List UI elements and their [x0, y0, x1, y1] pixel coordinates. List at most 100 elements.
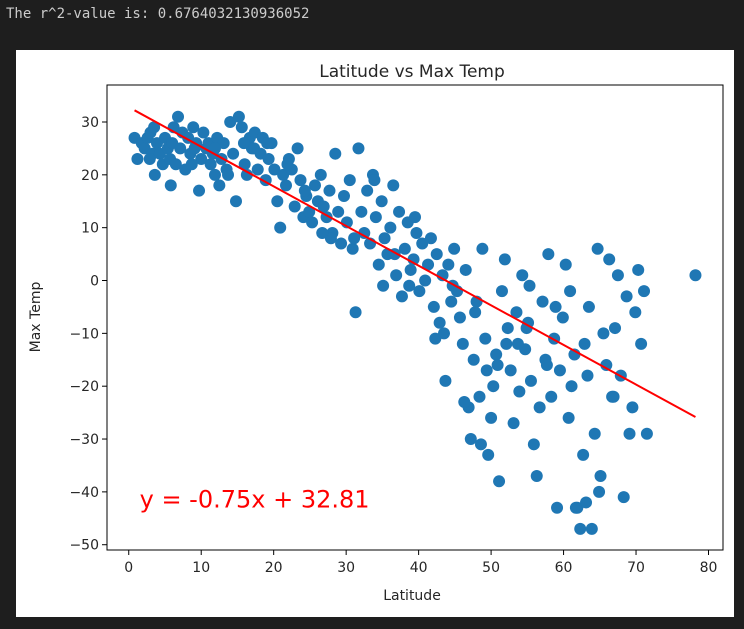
data-point — [143, 152, 156, 165]
y-axis-ticks: −50 −40 −30 −20 −10 0 10 20 30 — [69, 115, 107, 554]
data-point — [591, 242, 604, 255]
data-point — [485, 411, 498, 424]
y-tick-label: −10 — [69, 326, 99, 342]
data-point — [632, 263, 645, 276]
data-point — [164, 179, 177, 192]
data-point — [298, 184, 311, 197]
data-point — [600, 359, 613, 372]
data-point — [368, 174, 381, 187]
data-point — [513, 385, 526, 398]
data-point — [609, 322, 622, 335]
data-point — [498, 253, 511, 266]
data-point — [361, 184, 374, 197]
data-point — [248, 142, 261, 155]
data-point — [422, 258, 435, 271]
x-tick-label: 50 — [482, 560, 500, 576]
scatter-figure: 0 10 20 30 40 50 60 70 80 −50 −40 −30 −20 −10 0 10 20 30… — [16, 50, 734, 617]
data-point — [404, 263, 417, 276]
data-point — [187, 121, 200, 134]
data-point — [523, 279, 536, 292]
data-point — [398, 242, 411, 255]
data-point — [536, 295, 549, 308]
data-point — [384, 221, 397, 234]
data-point — [324, 232, 337, 245]
data-point — [213, 179, 226, 192]
data-point — [240, 168, 253, 181]
data-point — [433, 316, 446, 329]
data-point — [545, 390, 558, 403]
data-point — [439, 374, 452, 387]
data-point — [551, 501, 564, 514]
data-point — [577, 448, 590, 461]
data-point — [638, 285, 651, 298]
data-point — [459, 263, 472, 276]
data-point — [393, 205, 406, 218]
data-point — [569, 501, 582, 514]
data-point — [524, 374, 537, 387]
data-point — [274, 221, 287, 234]
y-tick-label: 10 — [81, 221, 99, 237]
data-point — [504, 364, 517, 377]
data-point — [403, 279, 416, 292]
data-point — [511, 337, 524, 350]
x-tick-label: 70 — [627, 560, 645, 576]
data-point — [323, 184, 336, 197]
data-point — [510, 306, 523, 319]
data-point — [372, 258, 385, 271]
data-point — [308, 179, 321, 192]
data-point — [564, 285, 577, 298]
data-point — [553, 364, 566, 377]
data-point — [530, 470, 543, 483]
data-point — [204, 158, 217, 171]
data-point — [208, 142, 221, 155]
data-point — [174, 142, 187, 155]
data-point — [581, 369, 594, 382]
data-point — [501, 322, 514, 335]
data-point — [288, 200, 301, 213]
data-point — [629, 306, 642, 319]
data-point — [516, 269, 529, 282]
data-point — [375, 195, 388, 208]
y-tick-label: −30 — [69, 432, 99, 448]
data-point — [185, 158, 198, 171]
data-point — [582, 300, 595, 313]
data-point — [377, 279, 390, 292]
data-point — [458, 396, 471, 409]
data-point — [473, 390, 486, 403]
data-point — [277, 168, 290, 181]
data-point — [343, 174, 356, 187]
data-point — [689, 269, 702, 282]
data-point — [623, 427, 636, 440]
data-point — [413, 285, 426, 298]
data-point — [346, 242, 359, 255]
data-point — [527, 438, 540, 451]
data-point — [251, 163, 264, 176]
data-point — [490, 348, 503, 361]
data-point — [442, 258, 455, 271]
data-point — [197, 126, 210, 139]
data-point — [480, 364, 493, 377]
data-point — [348, 232, 361, 245]
data-point — [482, 448, 495, 461]
y-tick-label: −40 — [69, 485, 99, 501]
data-point — [317, 200, 330, 213]
x-tick-label: 0 — [124, 560, 133, 576]
data-point — [316, 226, 329, 239]
data-point — [169, 158, 182, 171]
data-point — [148, 168, 161, 181]
x-tick-label: 60 — [555, 560, 573, 576]
data-point — [588, 427, 601, 440]
data-point — [262, 152, 275, 165]
data-point — [232, 110, 245, 123]
data-point — [227, 147, 240, 160]
regression-line — [134, 109, 696, 418]
chart-title: Latitude vs Max Temp — [319, 62, 505, 82]
data-point — [271, 195, 284, 208]
x-axis-ticks: 0 10 20 30 40 50 60 70 80 — [124, 550, 717, 576]
data-point — [626, 401, 639, 414]
data-point — [280, 179, 293, 192]
data-point — [409, 211, 421, 224]
data-point — [430, 248, 443, 261]
data-point — [419, 274, 432, 287]
data-point — [261, 137, 274, 150]
